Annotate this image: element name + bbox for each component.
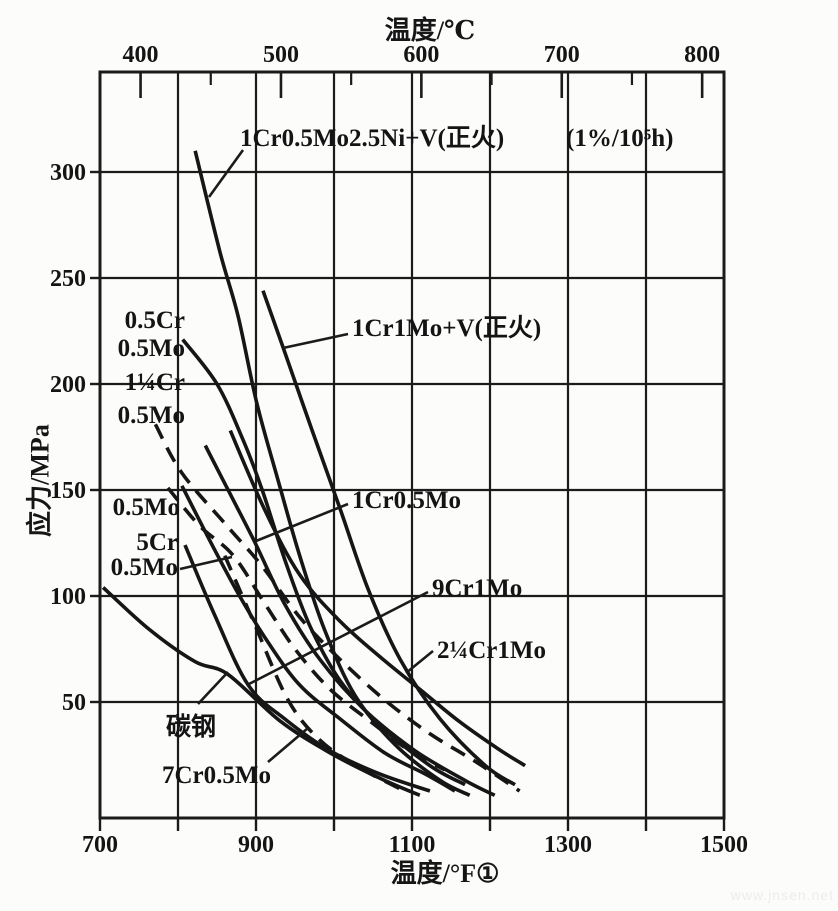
curve-cr1mo_v: [261, 290, 516, 787]
curve-mo05: [180, 484, 456, 793]
y-tick-label: 200: [50, 372, 86, 398]
y-tick-label: 150: [50, 478, 86, 504]
leader-tangang: [197, 671, 229, 705]
curve-label-note: (1%/10⁵h): [566, 125, 674, 152]
y-axis-title: 应力/MPa: [25, 424, 55, 537]
leader-cr9: [248, 590, 429, 686]
top-tick-label: 500: [263, 42, 299, 68]
bottom-tick-label: 1300: [544, 832, 592, 858]
leader-ni_v: [207, 149, 245, 198]
curve-cr114: [153, 423, 521, 793]
curve-label-cr5: 5Cr 0.5Mo: [111, 529, 178, 581]
bottom-axis-title: 温度/°F①: [390, 859, 500, 888]
y-tick-label: 50: [62, 690, 86, 716]
curve-cr9: [183, 544, 431, 793]
curve-cr7: [223, 554, 402, 791]
curve-cr214: [228, 429, 527, 768]
top-tick-label: 600: [403, 42, 439, 68]
bottom-tick-label: 1500: [700, 832, 748, 858]
curve-label-cr114: 1¼Cr 0.5Mo: [118, 369, 185, 429]
curve-label-cr7: 7Cr0.5Mo: [162, 762, 271, 789]
y-tick-label: 300: [50, 160, 86, 186]
top-tick-label: 400: [123, 42, 159, 68]
top-tick-label: 800: [684, 42, 720, 68]
curve-label-ni_v: 1Cr0.5Mo2.5Ni+V(正火): [240, 124, 504, 152]
curve-cr0505: [181, 338, 466, 787]
bottom-tick-label: 700: [82, 832, 118, 858]
y-tick-label: 100: [50, 584, 86, 610]
top-axis-title: 温度/℃: [384, 16, 476, 45]
leader-cr1mo05: [255, 502, 349, 543]
curve-label-mo05: 0.5Mo: [113, 494, 180, 521]
leader-cr7: [267, 727, 309, 763]
curve-ni_v: [193, 150, 471, 797]
curve-label-cr0505: 0.5Cr 0.5Mo: [118, 307, 185, 362]
y-tick-label: 250: [50, 266, 86, 292]
curve-cr1mo05: [203, 444, 496, 797]
curve-label-cr214: 2¼Cr1Mo: [437, 637, 546, 664]
leader-cr214: [405, 649, 434, 675]
leader-cr5: [179, 555, 233, 571]
curve-label-tangang: 碳钢: [166, 713, 216, 741]
watermark: www.jnsen.net: [730, 887, 834, 903]
top-tick-label: 700: [544, 42, 580, 68]
curve-label-cr9: 9Cr1Mo: [432, 575, 522, 602]
curve-cr5: [166, 486, 446, 772]
curve-label-cr1mo_v: 1Cr1Mo+V(正火): [352, 314, 541, 342]
leader-cr1mo_v: [282, 332, 349, 350]
bottom-tick-label: 900: [238, 832, 274, 858]
bottom-tick-label: 1100: [389, 832, 436, 858]
curve-label-cr1mo05: 1Cr0.5Mo: [352, 487, 461, 514]
curve-tangang: [101, 586, 421, 797]
